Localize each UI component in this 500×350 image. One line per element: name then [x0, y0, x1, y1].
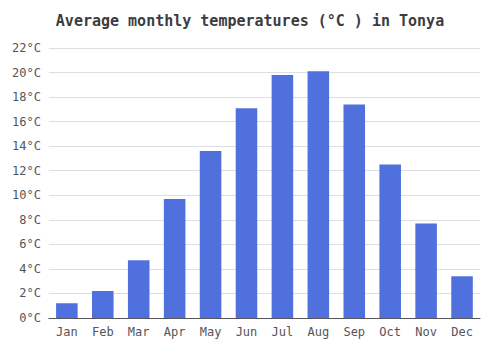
svg-text:2°C: 2°C: [19, 286, 41, 300]
svg-text:10°C: 10°C: [12, 188, 41, 202]
svg-text:Jun: Jun: [236, 325, 258, 339]
svg-text:22°C: 22°C: [12, 41, 41, 55]
svg-text:Apr: Apr: [164, 325, 186, 339]
svg-text:16°C: 16°C: [12, 115, 41, 129]
svg-text:14°C: 14°C: [12, 139, 41, 153]
svg-text:May: May: [200, 325, 222, 339]
svg-text:Dec: Dec: [451, 325, 473, 339]
svg-text:Aug: Aug: [307, 325, 329, 339]
svg-text:Average monthly temperatures (: Average monthly temperatures (°C ) in To…: [56, 12, 444, 30]
svg-text:0°C: 0°C: [19, 311, 41, 325]
svg-text:Nov: Nov: [415, 325, 437, 339]
svg-text:Jan: Jan: [56, 325, 78, 339]
svg-text:Jul: Jul: [272, 325, 294, 339]
svg-text:Oct: Oct: [379, 325, 401, 339]
svg-text:8°C: 8°C: [19, 213, 41, 227]
svg-text:12°C: 12°C: [12, 164, 41, 178]
svg-text:6°C: 6°C: [19, 237, 41, 251]
svg-text:Mar: Mar: [128, 325, 150, 339]
svg-text:20°C: 20°C: [12, 66, 41, 80]
svg-text:Sep: Sep: [343, 325, 365, 339]
svg-text:18°C: 18°C: [12, 90, 41, 104]
svg-text:4°C: 4°C: [19, 262, 41, 276]
svg-text:Feb: Feb: [92, 325, 114, 339]
